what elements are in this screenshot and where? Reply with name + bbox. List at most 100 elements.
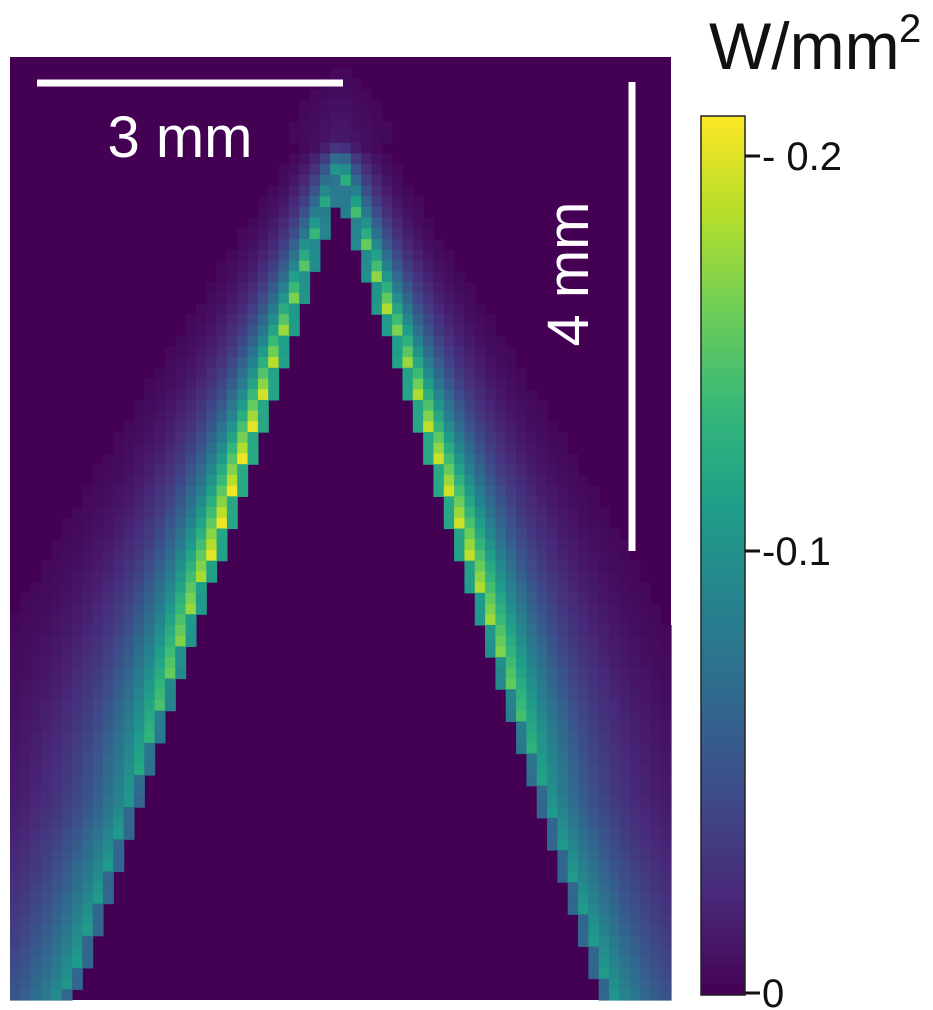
heatmap-cell (536, 432, 548, 444)
heatmap-cell (71, 678, 83, 690)
heatmap-cell (268, 389, 280, 401)
heatmap-cell (247, 260, 259, 272)
heatmap-cell (505, 699, 517, 712)
heatmap-cell (660, 796, 672, 808)
heatmap-cell (102, 871, 114, 883)
heatmap-cell (361, 174, 373, 187)
heatmap-cell (71, 635, 83, 647)
heatmap-cell (216, 389, 228, 401)
heatmap-cell (51, 860, 63, 873)
heatmap-cell (144, 742, 156, 755)
heatmap-cell (10, 807, 21, 819)
heatmap-cell (185, 346, 197, 358)
heatmap-cell (226, 421, 238, 433)
heatmap-cell (195, 549, 207, 562)
heatmap-cell (268, 292, 280, 305)
heatmap-cell (474, 517, 486, 530)
heatmap-cell (619, 967, 631, 980)
heatmap-cell (51, 635, 63, 647)
heatmap-cell (495, 667, 507, 680)
heatmap-cell (516, 410, 528, 422)
heatmap-cell (443, 421, 455, 433)
heatmap-cell (20, 924, 32, 937)
heatmap-cell (505, 399, 517, 412)
heatmap-cell (206, 367, 218, 380)
heatmap-cell (10, 753, 21, 765)
heatmap-cell (485, 421, 497, 433)
heatmap-cell (578, 517, 589, 530)
heatmap-cell (175, 517, 187, 530)
heatmap-cell (288, 314, 300, 326)
heatmap-cell (144, 678, 156, 690)
heatmap-cell (340, 164, 352, 176)
heatmap-cell (495, 496, 507, 508)
heatmap-cell (609, 571, 620, 583)
heatmap-cell (443, 432, 455, 444)
heatmap-cell (206, 474, 218, 487)
heatmap-cell (123, 678, 135, 690)
heatmap-cell (609, 614, 620, 626)
heatmap-cell (578, 817, 589, 830)
heatmap-cell (51, 882, 63, 894)
heatmap-cell (609, 646, 620, 658)
heatmap-cell (350, 99, 362, 112)
heatmap-cell (216, 432, 228, 444)
heatmap-cell (609, 914, 620, 926)
heatmap-cell (268, 249, 280, 262)
heatmap-cell (133, 485, 145, 497)
heatmap-cell (454, 507, 466, 519)
heatmap-cell (402, 282, 414, 294)
heatmap-cell (423, 239, 435, 251)
heatmap-cell (268, 303, 280, 315)
heatmap-cell (350, 217, 362, 230)
heatmap-cell (640, 839, 651, 851)
heatmap-cell (226, 282, 238, 294)
heatmap-cell (133, 507, 145, 519)
heatmap-cell (144, 646, 156, 658)
heatmap-cell (412, 228, 424, 240)
heatmap-cell (113, 592, 125, 605)
heatmap-cell (82, 689, 94, 701)
heatmap-cell (557, 732, 569, 744)
heatmap-cell (454, 539, 466, 551)
heatmap-cell (299, 196, 311, 208)
heatmap-cell (495, 539, 507, 551)
heatmap-cell (350, 196, 362, 208)
heatmap-cell (319, 164, 331, 176)
heatmap-cell (257, 282, 269, 294)
heatmap-cell (629, 957, 641, 969)
heatmap-cell (92, 710, 104, 722)
heatmap-cell (247, 335, 259, 347)
heatmap-cell (309, 207, 321, 219)
heatmap-cell (309, 121, 321, 133)
heatmap-cell (133, 635, 145, 647)
heatmap-cell (247, 292, 259, 305)
heatmap-cell (464, 528, 476, 540)
heatmap-cell (598, 635, 610, 647)
heatmap-cell (474, 432, 486, 444)
heatmap-cell (578, 549, 589, 562)
heatmap-cell (175, 442, 187, 455)
heatmap-cell (495, 464, 507, 476)
heatmap-cell (309, 249, 321, 262)
heatmap-cell (133, 785, 145, 797)
heatmap-cell (340, 207, 352, 219)
heatmap-cell (71, 774, 83, 787)
heatmap-cell (547, 839, 558, 851)
heatmap-cell (61, 646, 73, 658)
heatmap-cell (164, 614, 176, 626)
colorbar-tick-label: -0.1 (762, 530, 831, 574)
heatmap-cell (381, 228, 393, 240)
heatmap-cell (185, 432, 197, 444)
heatmap-cell (598, 528, 610, 540)
heatmap-cell (40, 785, 52, 797)
heatmap-cell (340, 99, 352, 112)
heatmap-cell (629, 624, 641, 637)
heatmap-cell (164, 678, 176, 690)
heatmap-cell (598, 721, 610, 733)
heatmap-cell (10, 657, 21, 669)
heatmap-cell (650, 721, 662, 733)
heatmap-cell (40, 635, 52, 647)
heatmap-cell (598, 946, 610, 958)
heatmap-cell (20, 807, 32, 819)
